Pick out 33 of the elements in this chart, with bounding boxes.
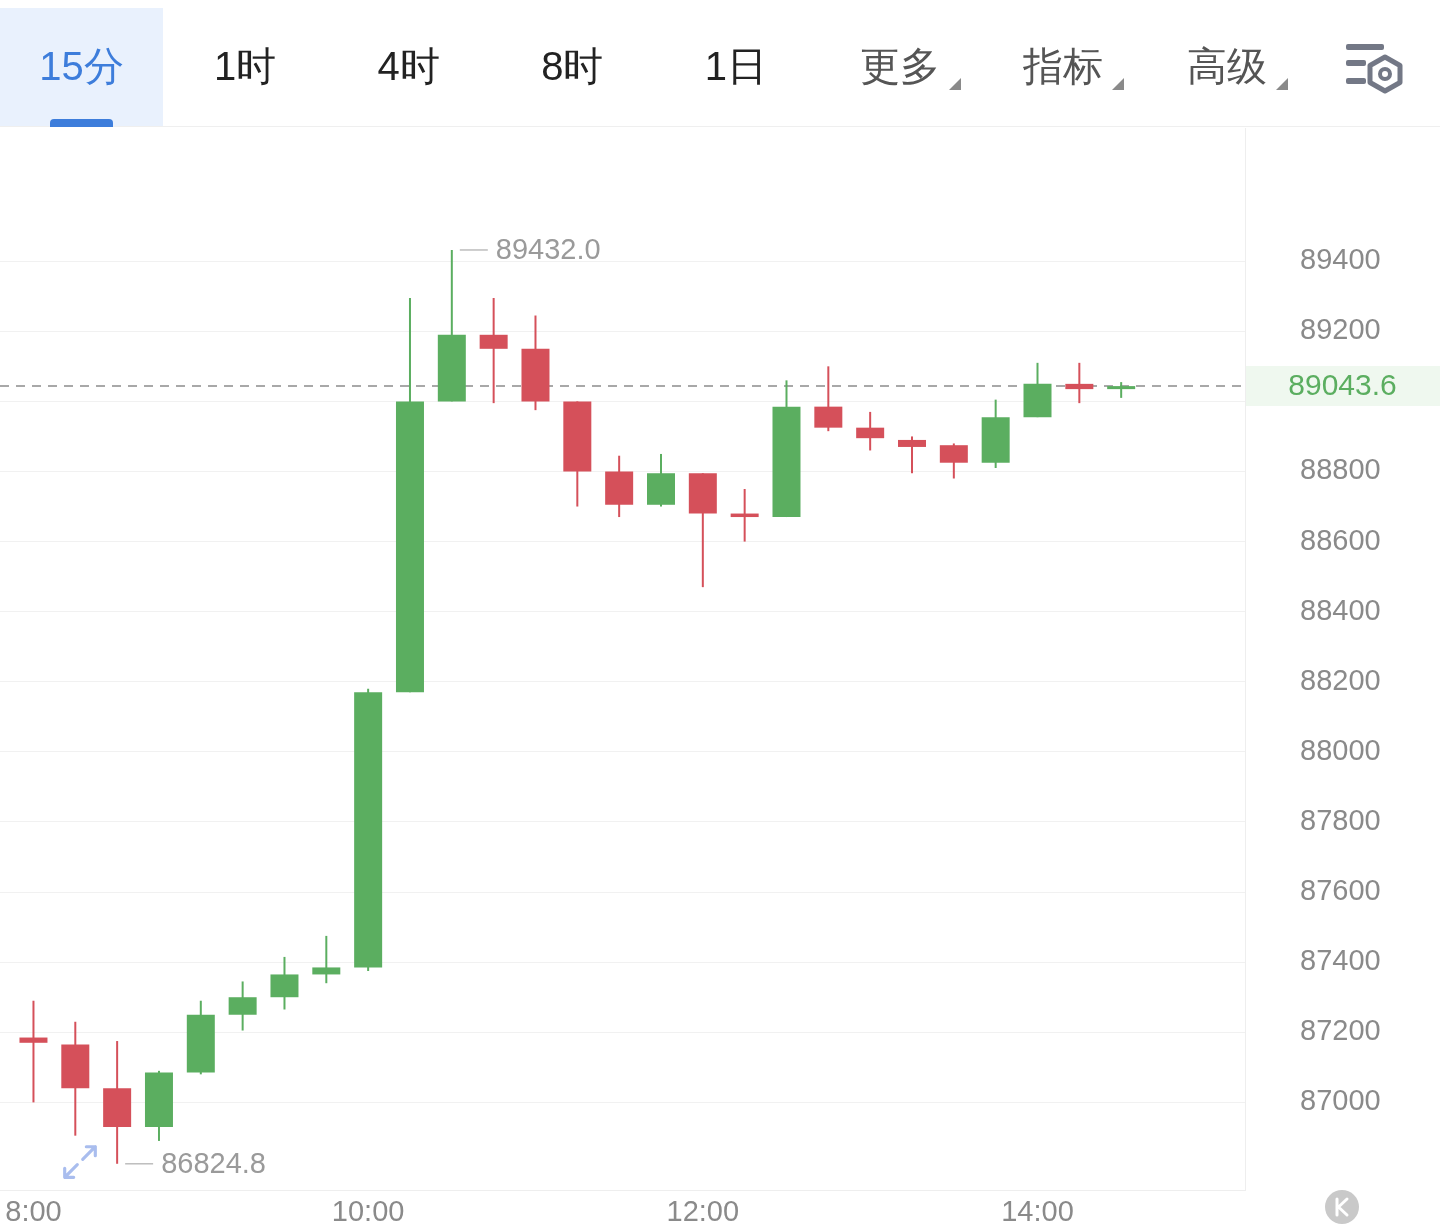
x-tick-label: 8:00 [5,1195,62,1226]
x-tick-label: 12:00 [666,1195,740,1226]
y-tick-label: 88200 [1300,663,1381,696]
y-tick-label: 87000 [1300,1084,1381,1117]
text: 高级 [1186,42,1267,90]
text: 更多 [859,42,940,90]
y-tick-label: 88600 [1300,523,1381,556]
candlestick [19,999,48,1104]
y-tick-label: 88800 [1300,453,1381,486]
text: 1时 [213,42,277,90]
text: 15分 [39,42,124,90]
y-tick-label: 87400 [1300,944,1381,977]
candlestick [312,934,341,985]
text: 4时 [377,42,440,90]
x-tick-label: 10:00 [331,1195,405,1226]
y-tick-label: 88000 [1300,733,1381,766]
candlestick [1065,361,1094,405]
text: 指标 [1023,42,1104,90]
candlestick [898,435,926,475]
annotation: 89432.0 [495,232,601,265]
text: 8时 [541,42,604,90]
y-tick-label: 88400 [1300,593,1381,626]
annotation: 86824.8 [161,1146,266,1179]
y-tick-label: 87800 [1300,803,1381,836]
candlestick [856,410,885,452]
y-tick-label: 89200 [1300,313,1381,346]
y-tick-label: 87600 [1300,874,1381,907]
text: 1日 [704,42,768,90]
x-tick-label: 14:00 [1001,1195,1074,1226]
candlestick [479,296,508,405]
ref-line-label: 89043.6 [1288,368,1397,402]
y-tick-label: 89400 [1300,243,1381,276]
y-tick-label: 87200 [1300,1014,1381,1047]
